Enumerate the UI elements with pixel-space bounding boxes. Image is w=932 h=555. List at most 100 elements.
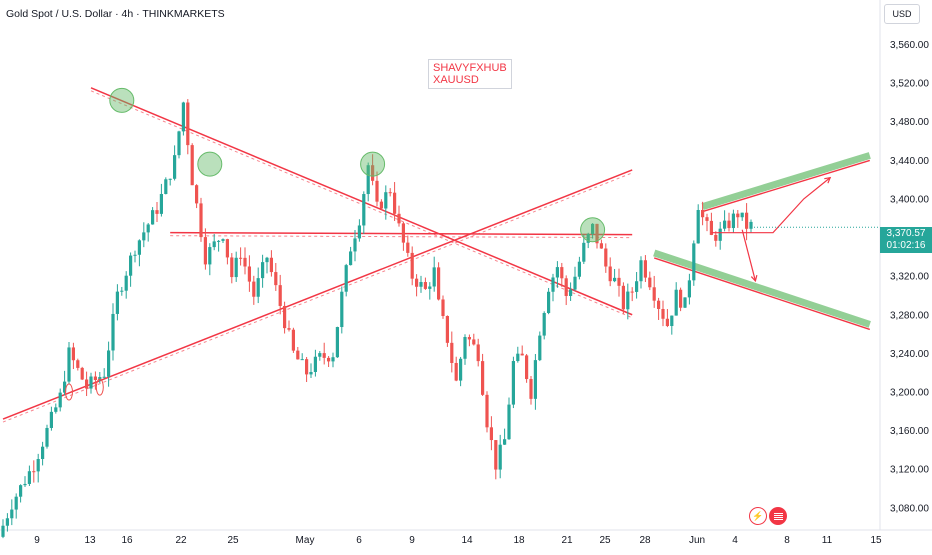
- bearish-path-arrowhead: [750, 274, 758, 283]
- candle-down: [243, 257, 247, 267]
- time-tick-label: 22: [175, 535, 187, 546]
- candle-down: [190, 145, 194, 186]
- candle-down: [736, 213, 740, 218]
- currency-button[interactable]: USD: [884, 4, 920, 24]
- candle-up: [124, 275, 128, 291]
- candle-up: [234, 257, 238, 278]
- candle-up: [208, 247, 212, 265]
- candle-down: [445, 315, 449, 343]
- candle-up: [498, 444, 502, 470]
- candle-down: [679, 289, 683, 308]
- candle-down: [247, 266, 251, 282]
- pivot-marker: [360, 151, 386, 177]
- time-tick-label: May: [296, 535, 315, 546]
- candle-up: [14, 496, 18, 510]
- candle-up: [27, 471, 31, 484]
- time-tick-label: 25: [227, 535, 239, 546]
- candle-up: [428, 286, 432, 289]
- candle-up: [309, 371, 313, 375]
- hand-drawn-ellipse: [65, 383, 73, 401]
- candle-up: [384, 192, 388, 209]
- candle-down: [230, 257, 234, 278]
- candle-up: [639, 260, 643, 282]
- candle-down: [287, 328, 291, 330]
- candle-down: [643, 260, 647, 278]
- lightning-icon[interactable]: ⚡: [749, 507, 767, 525]
- candle-up: [335, 327, 339, 358]
- candle-up: [511, 361, 515, 405]
- candle-down: [393, 192, 397, 214]
- candle-up: [102, 376, 106, 378]
- candle-up: [142, 232, 146, 241]
- candle-down: [560, 267, 564, 279]
- candle-up: [313, 356, 317, 372]
- candle-down: [472, 339, 476, 345]
- candle-up: [723, 220, 727, 229]
- candle-down: [437, 267, 441, 300]
- candle-down: [80, 367, 84, 380]
- candle-up: [98, 377, 102, 380]
- candle-down: [494, 440, 498, 470]
- candle-up: [111, 313, 115, 351]
- candle-up: [582, 242, 586, 262]
- candle-down: [661, 308, 665, 319]
- candle-down: [371, 165, 375, 181]
- candle-up: [362, 194, 366, 226]
- hand-drawn-ellipse: [95, 378, 104, 396]
- candle-down: [32, 471, 36, 473]
- candle-down: [186, 102, 190, 146]
- candle-up: [63, 381, 67, 393]
- candle-down: [485, 394, 489, 428]
- candle-down: [225, 239, 229, 258]
- upper-channel-band: [701, 152, 871, 210]
- time-tick-label: 4: [732, 535, 738, 546]
- candle-up: [696, 210, 700, 244]
- lower-channel-band: [653, 249, 871, 328]
- time-tick-label: 13: [84, 535, 96, 546]
- bar-countdown: 01:02:16: [886, 240, 926, 251]
- candle-up: [54, 407, 58, 412]
- last-price: 3,370.57: [886, 228, 926, 239]
- ascending-support-line: [2, 169, 633, 420]
- candle-up: [1, 525, 5, 537]
- candle-up: [692, 243, 696, 281]
- candle-up: [137, 240, 141, 255]
- candle-down: [93, 376, 97, 380]
- candle-up: [45, 427, 49, 447]
- candle-down: [665, 318, 669, 327]
- candle-down: [621, 285, 625, 310]
- candle-up: [151, 210, 155, 225]
- candle-down: [76, 360, 80, 368]
- candle-up: [212, 241, 216, 248]
- candle-up: [586, 233, 590, 243]
- candle-down: [155, 210, 159, 214]
- us-flag-icon[interactable]: [769, 507, 787, 525]
- candle-down: [604, 248, 608, 267]
- candle-up: [542, 313, 546, 336]
- candle-up: [41, 446, 45, 460]
- candle-down: [296, 350, 300, 360]
- candle-down: [239, 257, 243, 259]
- candle-up: [463, 337, 467, 359]
- ascending-support-dashed-line: [2, 172, 633, 423]
- price-tick-label: 3,520.00: [890, 79, 929, 90]
- candle-down: [283, 305, 287, 329]
- candle-up: [740, 212, 744, 218]
- candle-up: [670, 315, 674, 327]
- price-tick-label: 3,320.00: [890, 272, 929, 283]
- candle-up: [331, 357, 335, 362]
- candle-down: [401, 223, 405, 243]
- candle-down: [599, 243, 603, 249]
- candle-down: [595, 223, 599, 244]
- candle-up: [432, 267, 436, 287]
- price-tick-label: 3,560.00: [890, 40, 929, 51]
- candle-down: [406, 242, 410, 253]
- candle-down: [450, 342, 454, 363]
- candle-down: [278, 285, 282, 306]
- price-tick-label: 3,280.00: [890, 310, 929, 321]
- candle-down: [652, 287, 656, 301]
- candle-up: [181, 102, 185, 132]
- time-tick-label: 14: [461, 535, 473, 546]
